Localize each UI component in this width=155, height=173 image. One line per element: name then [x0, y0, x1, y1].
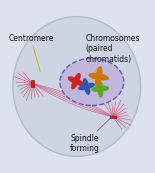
Text: Centromere: Centromere	[8, 34, 54, 71]
Ellipse shape	[60, 58, 124, 106]
Polygon shape	[31, 80, 34, 87]
Polygon shape	[110, 116, 117, 118]
Text: Spindle
forming: Spindle forming	[69, 116, 112, 153]
Ellipse shape	[13, 17, 140, 156]
Text: Chromosomes
(paired
chromatids): Chromosomes (paired chromatids)	[86, 34, 140, 71]
